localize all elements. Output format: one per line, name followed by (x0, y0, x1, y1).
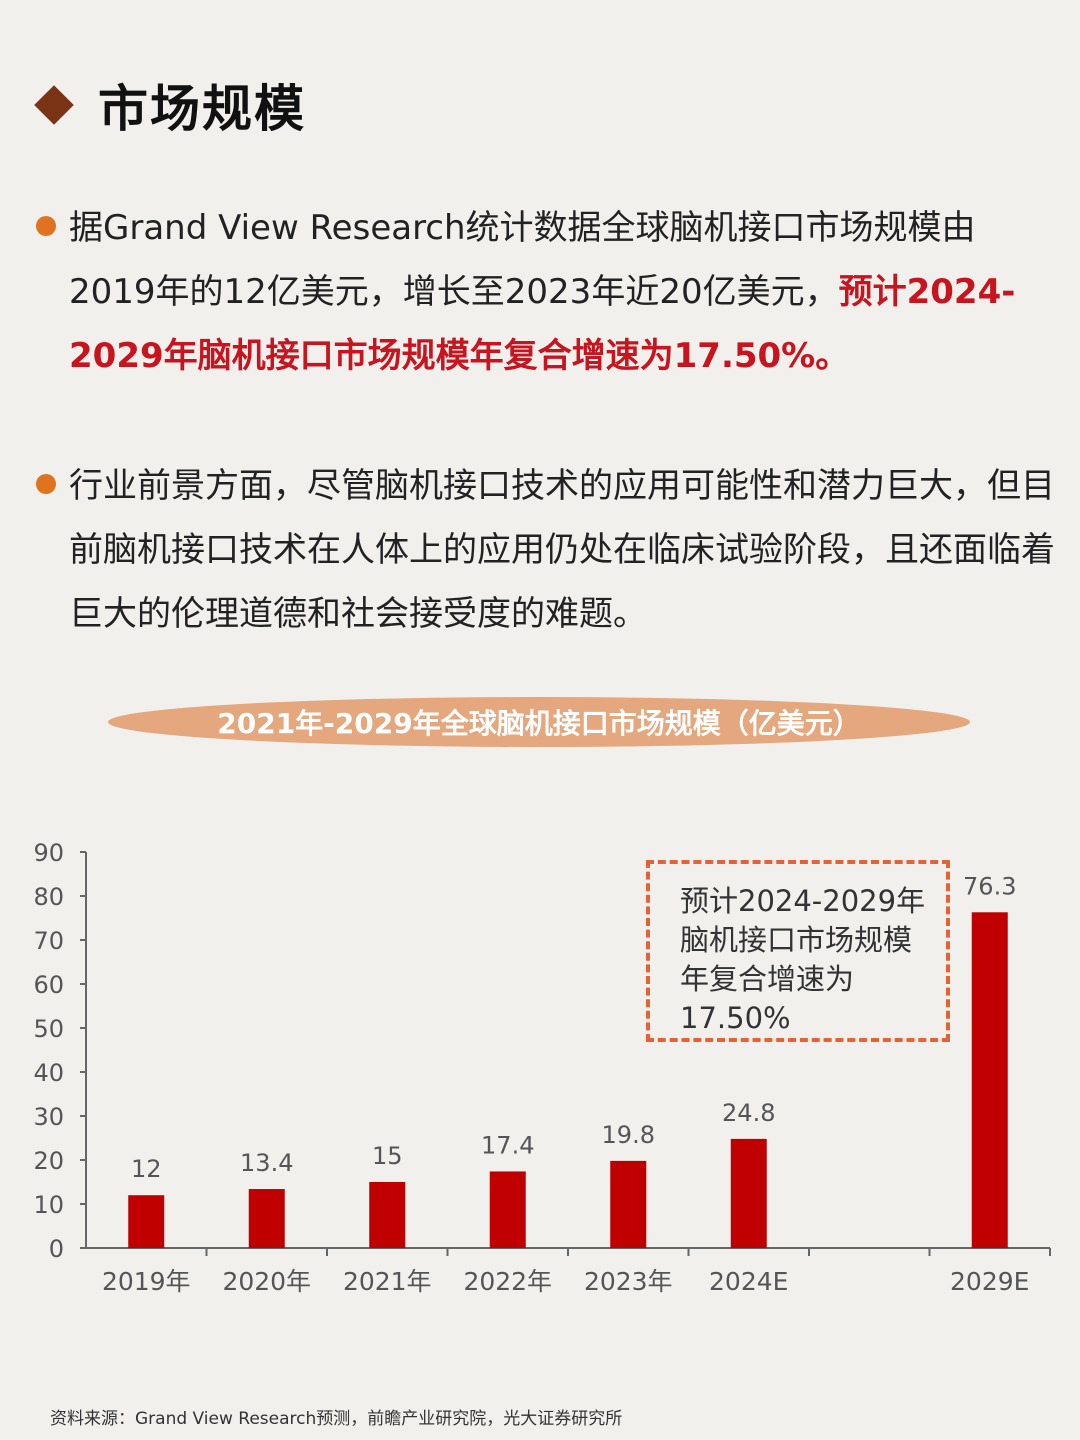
x-tick-label: 2022年 (463, 1267, 552, 1296)
x-tick-label: 2021年 (343, 1267, 432, 1296)
bar (971, 912, 1008, 1248)
data-label: 76.3 (963, 872, 1016, 900)
annotation-line: 17.50% (680, 1001, 791, 1035)
section-heading: 市场规模 (34, 70, 306, 140)
bullet-dot-icon (36, 474, 56, 494)
x-tick-label: 2029E (950, 1267, 1029, 1296)
y-tick-label: 20 (33, 1147, 64, 1175)
y-tick-label: 60 (33, 971, 64, 999)
annotation-box: 预计2024-2029年 脑机接口市场规模 年复合增速为 17.50% (646, 860, 950, 1042)
source-note: 资料来源：Grand View Research预测，前瞻产业研究院，光大证券研… (50, 1409, 623, 1429)
data-label: 15 (372, 1142, 403, 1170)
bullet-dot-icon (36, 216, 56, 236)
annotation-line: 年复合增速为 (680, 962, 855, 996)
bar (730, 1138, 767, 1248)
y-tick-label: 0 (49, 1235, 64, 1263)
data-label: 24.8 (722, 1099, 775, 1127)
data-label: 19.8 (602, 1121, 655, 1149)
bullet-text: 行业前景方面，尽管脑机接口技术的应用可能性和潜力巨大，但目前脑机接口技术在人体上… (69, 454, 1056, 646)
bullet-highlight-text: 预计2024-2029年脑机接口市场规模年复合增速为17.50%。 (69, 272, 1016, 376)
bullet-market-size: 据Grand View Research统计数据全球脑机接口市场规模由2019年… (36, 196, 1056, 388)
bar (610, 1160, 647, 1248)
y-tick-label: 40 (33, 1059, 64, 1087)
bar (369, 1182, 406, 1248)
chart-title: 2021年-2029年全球脑机接口市场规模（亿美元） (217, 707, 861, 740)
bar (489, 1171, 526, 1248)
bullet-normal-text: 行业前景方面，尽管脑机接口技术的应用可能性和潜力巨大，但目前脑机接口技术在人体上… (69, 466, 1055, 634)
bullet-normal-text: 据Grand View Research统计数据全球脑机接口市场规模由2019年… (69, 208, 976, 312)
annotation-line: 预计2024-2029年 (680, 884, 926, 918)
bar (128, 1195, 165, 1248)
bullet-text: 据Grand View Research统计数据全球脑机接口市场规模由2019年… (69, 196, 1056, 388)
y-tick-label: 10 (33, 1191, 64, 1219)
x-tick-label: 2019年 (102, 1267, 191, 1296)
y-tick-label: 90 (33, 839, 64, 867)
data-label: 13.4 (240, 1149, 293, 1177)
bar-chart: 0 10 20 30 40 50 60 70 80 90 2019年 12 2020年 13.4 2021年… (33, 839, 1051, 1296)
y-tick-label: 30 (33, 1103, 64, 1131)
data-label: 17.4 (481, 1131, 534, 1159)
y-tick-label: 80 (33, 883, 64, 911)
x-tick-label: 2023年 (584, 1267, 673, 1296)
bullet-industry-outlook: 行业前景方面，尽管脑机接口技术的应用可能性和潜力巨大，但目前脑机接口技术在人体上… (36, 454, 1056, 646)
heading-title: 市场规模 (98, 80, 306, 138)
y-tick-label: 50 (33, 1015, 64, 1043)
x-tick-label: 2020年 (222, 1267, 311, 1296)
chart-title-pill: 2021年-2029年全球脑机接口市场规模（亿美元） (108, 697, 970, 747)
bar (248, 1189, 285, 1248)
y-tick-label: 70 (33, 927, 64, 955)
x-tick-label: 2024E (709, 1267, 788, 1296)
data-label: 12 (131, 1155, 162, 1183)
diamond-icon (34, 85, 74, 125)
annotation-line: 脑机接口市场规模 (680, 923, 913, 957)
